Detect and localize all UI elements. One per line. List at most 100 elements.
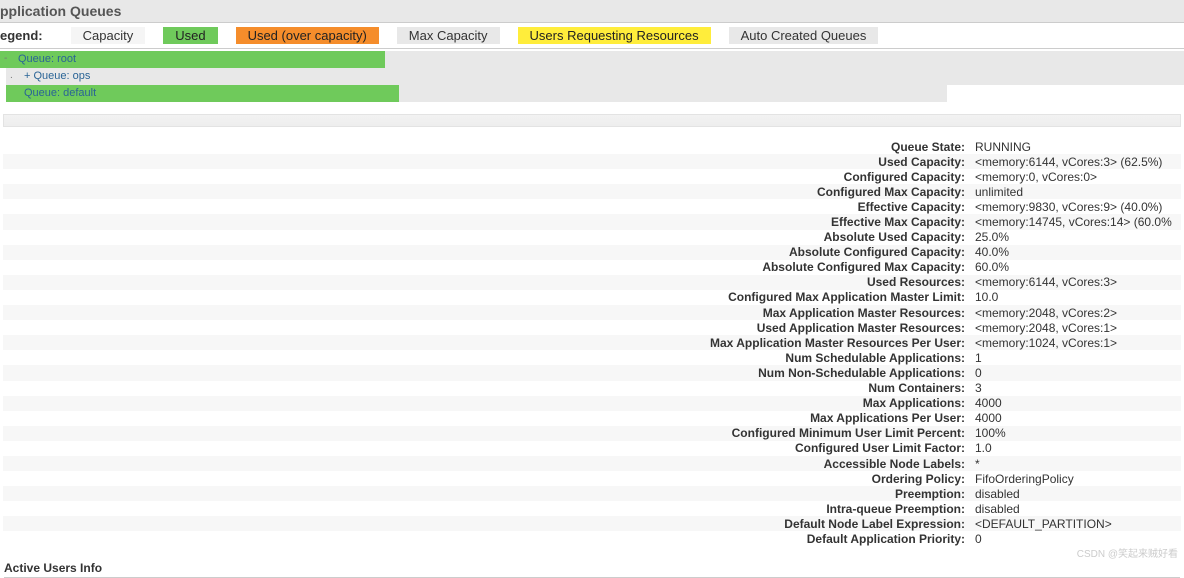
queue-details: Queue State:RUNNINGUsed Capacity:<memory… bbox=[3, 139, 1181, 547]
detail-row: Absolute Configured Capacity:40.0% bbox=[3, 245, 1181, 260]
detail-value: RUNNING bbox=[969, 140, 1031, 154]
active-users-header: Active Users Info bbox=[4, 561, 1180, 578]
detail-value: * bbox=[969, 457, 980, 471]
detail-key: Default Node Label Expression: bbox=[3, 517, 969, 531]
detail-key: Num Containers: bbox=[3, 381, 969, 395]
detail-value: <memory:2048, vCores:2> bbox=[969, 306, 1117, 320]
queue-root-label[interactable]: Queue: root bbox=[0, 51, 76, 68]
detail-row: Accessible Node Labels:* bbox=[3, 456, 1181, 471]
detail-key: Num Non-Schedulable Applications: bbox=[3, 366, 969, 380]
queue-root[interactable]: - Queue: root bbox=[0, 51, 1184, 68]
detail-key: Configured Minimum User Limit Percent: bbox=[3, 426, 969, 440]
detail-value: 0 bbox=[969, 366, 982, 380]
detail-key: Configured Capacity: bbox=[3, 170, 969, 184]
detail-row: Max Application Master Resources Per Use… bbox=[3, 335, 1181, 350]
detail-row: Configured Minimum User Limit Percent:10… bbox=[3, 426, 1181, 441]
legend-users-requesting: Users Requesting Resources bbox=[518, 27, 711, 44]
legend-max-capacity: Max Capacity bbox=[397, 27, 500, 44]
detail-key: Queue State: bbox=[3, 140, 969, 154]
queue-ops[interactable]: . + Queue: ops bbox=[6, 68, 1184, 85]
detail-value: <memory:2048, vCores:1> bbox=[969, 321, 1117, 335]
detail-value: 0 bbox=[969, 532, 982, 546]
legend-label: egend: bbox=[0, 28, 43, 43]
detail-key: Num Schedulable Applications: bbox=[3, 351, 969, 365]
detail-row: Num Containers:3 bbox=[3, 381, 1181, 396]
detail-row: Configured Capacity:<memory:0, vCores:0> bbox=[3, 169, 1181, 184]
detail-row: Configured User Limit Factor:1.0 bbox=[3, 441, 1181, 456]
legend-auto-created: Auto Created Queues bbox=[729, 27, 879, 44]
detail-key: Used Application Master Resources: bbox=[3, 321, 969, 335]
detail-key: Effective Max Capacity: bbox=[3, 215, 969, 229]
detail-row: Queue State:RUNNING bbox=[3, 139, 1181, 154]
page-title: pplication Queues bbox=[0, 0, 1184, 23]
detail-key: Absolute Configured Capacity: bbox=[3, 245, 969, 259]
detail-value: disabled bbox=[969, 502, 1020, 516]
legend-over-capacity: Used (over capacity) bbox=[236, 27, 379, 44]
detail-key: Max Applications: bbox=[3, 396, 969, 410]
detail-value: 4000 bbox=[969, 411, 1002, 425]
detail-row: Default Application Priority:0 bbox=[3, 531, 1181, 546]
detail-value: 100% bbox=[969, 426, 1006, 440]
detail-value: 60.0% bbox=[969, 260, 1009, 274]
queue-default-label[interactable]: Queue: default bbox=[6, 85, 96, 102]
queue-default[interactable]: Queue: default bbox=[6, 85, 1184, 102]
expand-icon[interactable]: . bbox=[10, 70, 13, 81]
legend-capacity: Capacity bbox=[71, 27, 146, 44]
detail-value: <DEFAULT_PARTITION> bbox=[969, 517, 1112, 531]
detail-row: Preemption:disabled bbox=[3, 486, 1181, 501]
detail-key: Default Application Priority: bbox=[3, 532, 969, 546]
watermark: CSDN @笑起来贼好看 bbox=[1077, 545, 1178, 560]
detail-row: Effective Max Capacity:<memory:14745, vC… bbox=[3, 214, 1181, 229]
detail-value: unlimited bbox=[969, 185, 1023, 199]
detail-key: Used Capacity: bbox=[3, 155, 969, 169]
detail-value: <memory:1024, vCores:1> bbox=[969, 336, 1117, 350]
detail-key: Max Application Master Resources Per Use… bbox=[3, 336, 969, 350]
spacer-bar bbox=[3, 114, 1181, 127]
detail-value: disabled bbox=[969, 487, 1020, 501]
detail-key: Absolute Used Capacity: bbox=[3, 230, 969, 244]
detail-row: Configured Max Application Master Limit:… bbox=[3, 290, 1181, 305]
detail-value: 25.0% bbox=[969, 230, 1009, 244]
detail-row: Effective Capacity:<memory:9830, vCores:… bbox=[3, 199, 1181, 214]
detail-row: Intra-queue Preemption:disabled bbox=[3, 501, 1181, 516]
detail-row: Ordering Policy:FifoOrderingPolicy bbox=[3, 471, 1181, 486]
detail-value: <memory:9830, vCores:9> (40.0%) bbox=[969, 200, 1162, 214]
detail-key: Preemption: bbox=[3, 487, 969, 501]
detail-key: Configured User Limit Factor: bbox=[3, 441, 969, 455]
detail-value: <memory:0, vCores:0> bbox=[969, 170, 1097, 184]
detail-key: Accessible Node Labels: bbox=[3, 457, 969, 471]
collapse-icon[interactable]: - bbox=[4, 53, 7, 64]
detail-key: Ordering Policy: bbox=[3, 472, 969, 486]
detail-row: Num Non-Schedulable Applications:0 bbox=[3, 365, 1181, 380]
detail-value: FifoOrderingPolicy bbox=[969, 472, 1074, 486]
detail-row: Used Application Master Resources:<memor… bbox=[3, 320, 1181, 335]
detail-value: 1.0 bbox=[969, 441, 992, 455]
legend-row: egend: Capacity Used Used (over capacity… bbox=[0, 23, 1184, 49]
detail-row: Used Capacity:<memory:6144, vCores:3> (6… bbox=[3, 154, 1181, 169]
detail-row: Default Node Label Expression:<DEFAULT_P… bbox=[3, 516, 1181, 531]
detail-row: Max Application Master Resources:<memory… bbox=[3, 305, 1181, 320]
legend-used: Used bbox=[163, 27, 217, 44]
detail-key: Absolute Configured Max Capacity: bbox=[3, 260, 969, 274]
detail-row: Max Applications Per User:4000 bbox=[3, 411, 1181, 426]
detail-row: Num Schedulable Applications:1 bbox=[3, 350, 1181, 365]
detail-value: <memory:6144, vCores:3> (62.5%) bbox=[969, 155, 1162, 169]
detail-value: 10.0 bbox=[969, 290, 998, 304]
queue-ops-label[interactable]: + Queue: ops bbox=[6, 68, 90, 85]
detail-value: 1 bbox=[969, 351, 982, 365]
detail-row: Used Resources:<memory:6144, vCores:3> bbox=[3, 275, 1181, 290]
detail-value: 3 bbox=[969, 381, 982, 395]
detail-row: Configured Max Capacity:unlimited bbox=[3, 184, 1181, 199]
detail-key: Configured Max Application Master Limit: bbox=[3, 290, 969, 304]
detail-key: Used Resources: bbox=[3, 275, 969, 289]
detail-key: Max Applications Per User: bbox=[3, 411, 969, 425]
detail-value: <memory:6144, vCores:3> bbox=[969, 275, 1117, 289]
detail-row: Absolute Configured Max Capacity:60.0% bbox=[3, 260, 1181, 275]
detail-value: 40.0% bbox=[969, 245, 1009, 259]
detail-value: 4000 bbox=[969, 396, 1002, 410]
detail-value: <memory:14745, vCores:14> (60.0% bbox=[969, 215, 1172, 229]
detail-key: Intra-queue Preemption: bbox=[3, 502, 969, 516]
detail-key: Max Application Master Resources: bbox=[3, 306, 969, 320]
detail-key: Effective Capacity: bbox=[3, 200, 969, 214]
detail-row: Max Applications:4000 bbox=[3, 396, 1181, 411]
